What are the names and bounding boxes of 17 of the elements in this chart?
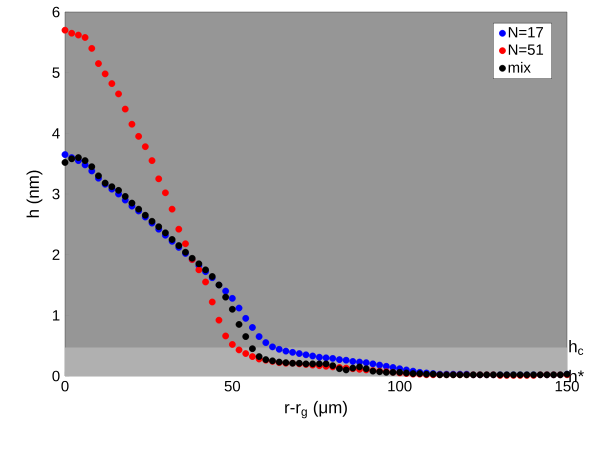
y-tick-label: 2	[52, 249, 60, 260]
y-axis-title: h (nm)	[26, 170, 42, 218]
y-tick-label: 6	[52, 6, 60, 18]
y-tick-label: 4	[52, 128, 60, 138]
band-label: h$_{c}$	[569, 340, 584, 355]
x-axis-title: r-r$_{g}$ (μm)	[285, 400, 347, 418]
y-tick-label: 5	[52, 67, 60, 78]
y-tick-label: 0	[52, 370, 60, 382]
x-tick-label: 100	[388, 380, 412, 392]
y-tick-label: 3	[52, 188, 60, 200]
x-tick-label: 0	[61, 380, 69, 392]
y-tick-label: 1	[52, 310, 60, 320]
x-tick-label: 50	[224, 380, 240, 392]
legend-label: mix	[508, 62, 531, 73]
x-tick-label: 150	[556, 380, 579, 392]
legend-label: N=51	[508, 44, 544, 55]
legend-label: N=17	[508, 27, 544, 38]
